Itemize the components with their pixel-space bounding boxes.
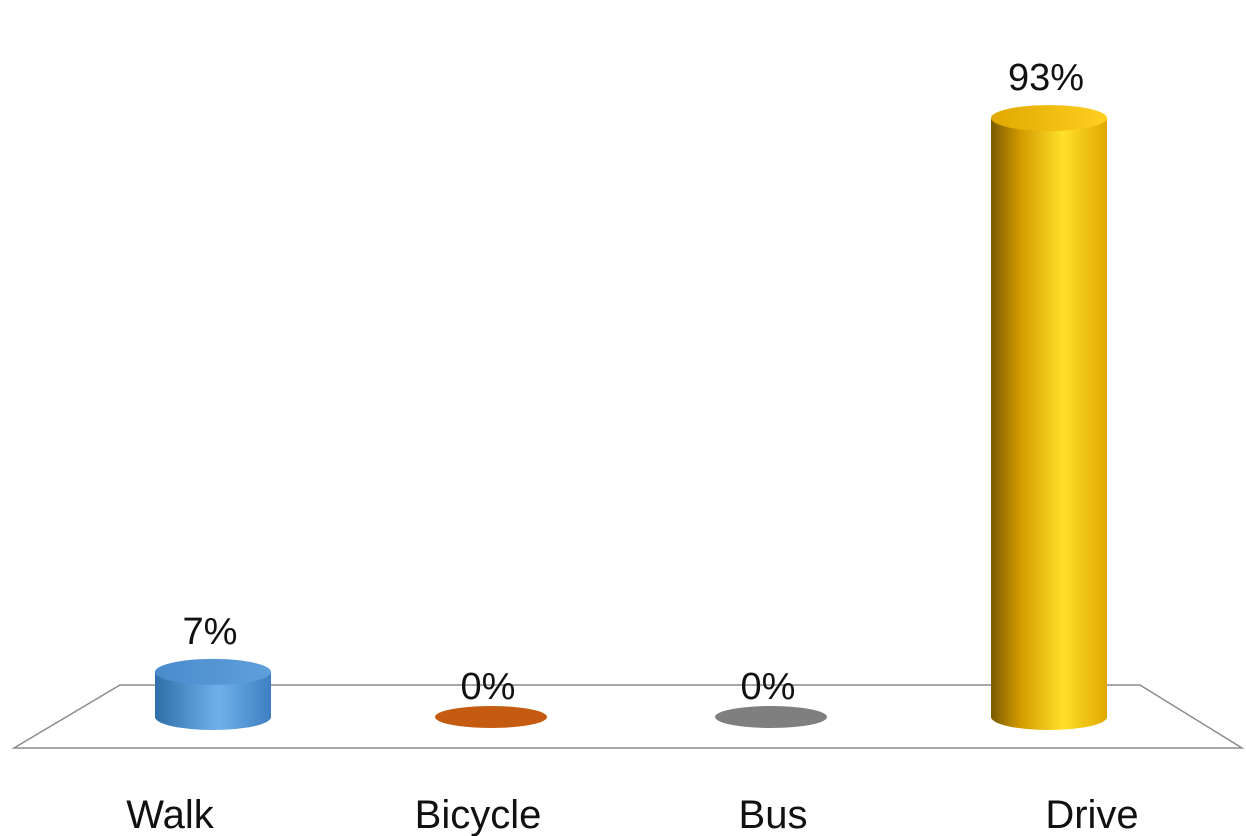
- data-label-bicycle: 0%: [461, 666, 516, 708]
- category-labels: Walk Bicycle Bus Drive: [126, 793, 1138, 836]
- data-label-walk: 7%: [183, 611, 238, 653]
- data-label-drive: 93%: [1008, 57, 1084, 99]
- bar-bicycle: [435, 706, 547, 728]
- bar-walk: [155, 658, 271, 730]
- bar-bus: [715, 706, 827, 728]
- bar-walk-body: [155, 671, 271, 730]
- chart-floor: [11, 684, 1245, 749]
- category-label-drive: Drive: [1045, 793, 1138, 836]
- category-label-bicycle: Bicycle: [415, 793, 542, 836]
- category-label-walk: Walk: [126, 793, 214, 836]
- bar-walk-top: [155, 658, 271, 685]
- bar-drive-top: [991, 105, 1107, 132]
- bars: [155, 105, 1107, 730]
- bar-drive-body: [991, 118, 1107, 730]
- data-labels: 7% 0% 0% 93%: [183, 57, 1084, 708]
- bar-drive: [991, 105, 1107, 730]
- category-label-bus: Bus: [739, 793, 808, 836]
- data-label-bus: 0%: [741, 666, 796, 708]
